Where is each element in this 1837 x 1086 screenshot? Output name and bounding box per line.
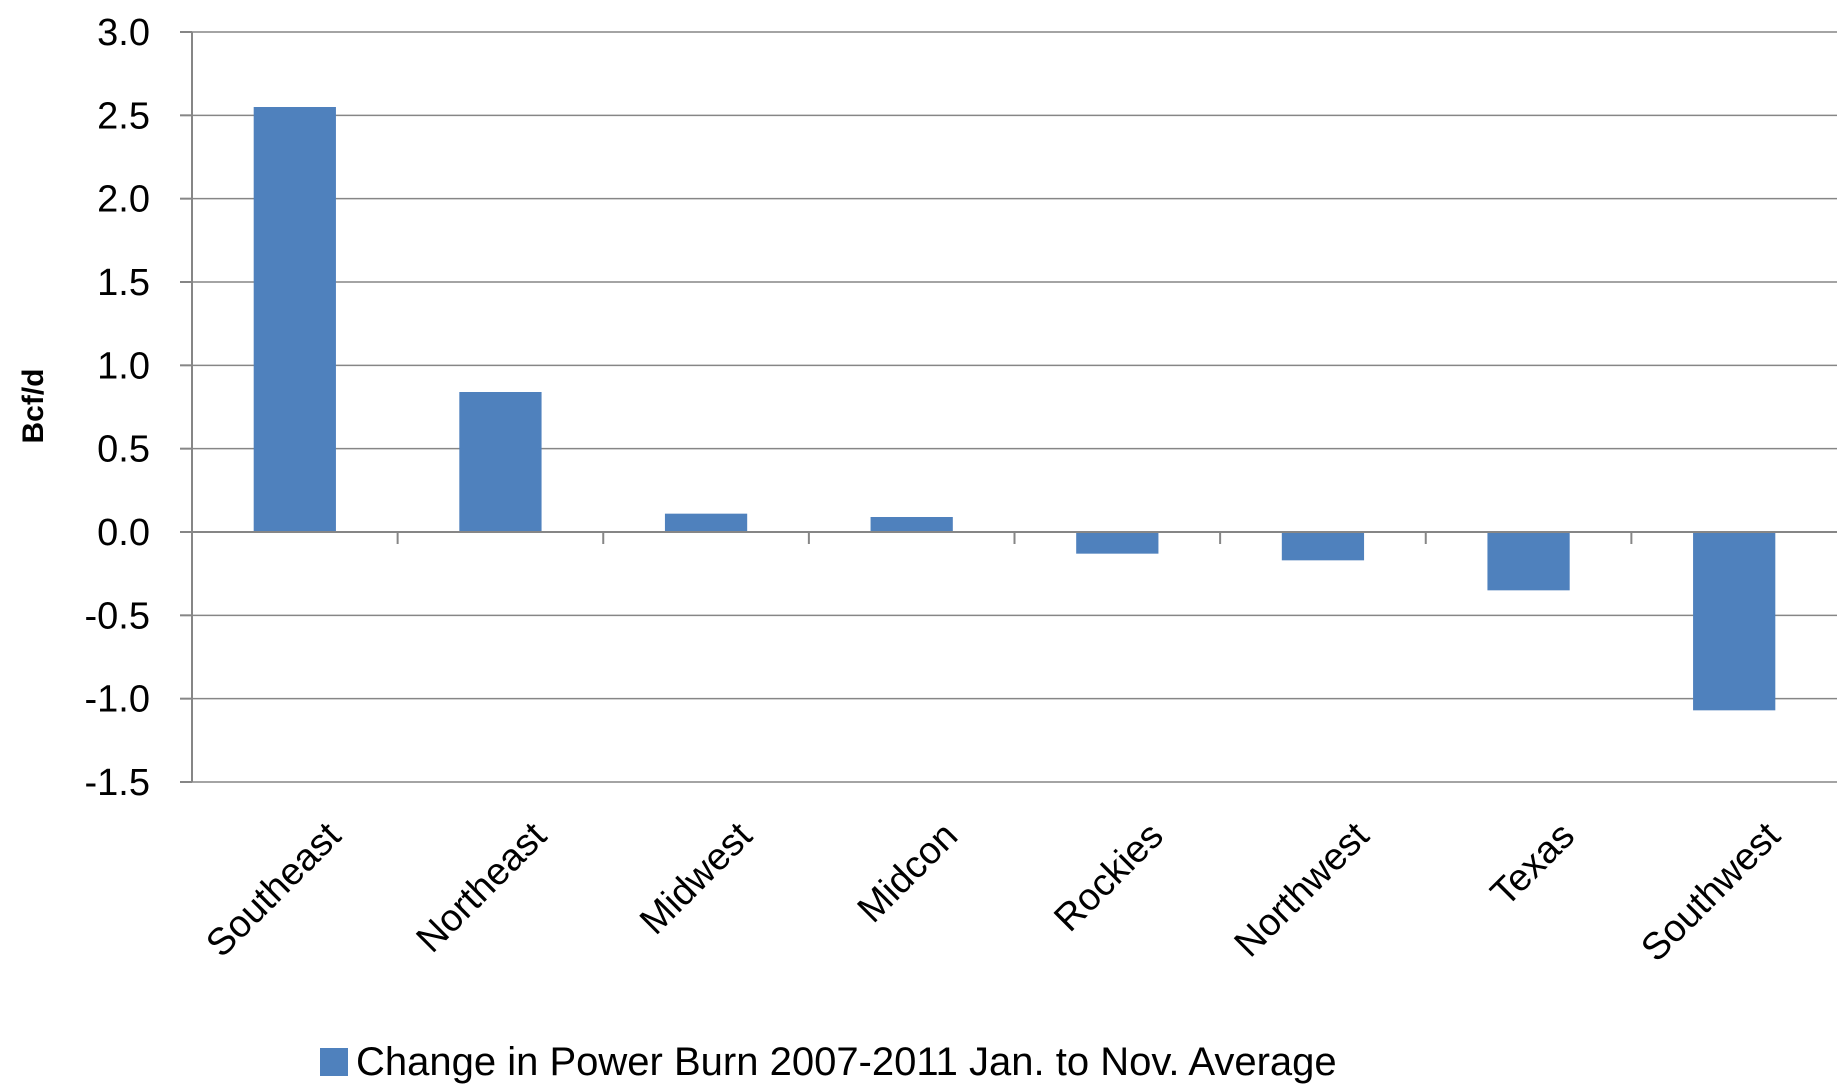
- legend: Change in Power Burn 2007-2011 Jan. to N…: [320, 1040, 1337, 1084]
- y-tick-label: -1.5: [85, 762, 150, 804]
- y-tick-label: 2.0: [97, 179, 150, 221]
- y-axis-title: Bcf/d: [17, 369, 50, 444]
- bar-northwest: [1281, 532, 1365, 561]
- x-category-label: Midwest: [632, 814, 761, 943]
- x-category-label: Southeast: [198, 814, 349, 965]
- y-tick-label: 1.0: [97, 345, 150, 387]
- bar-texas: [1487, 532, 1570, 591]
- y-tick-label: 1.5: [97, 262, 150, 304]
- legend-swatch: [320, 1048, 348, 1076]
- y-tick-labels: 3.0 2.5 2.0 1.5 1.0 0.5 0.0 -0.5 -1.0 -1.5: [85, 12, 150, 804]
- x-category-labels: Southeast Northeast Midwest Midcon Rockies No…: [198, 814, 1788, 969]
- axes: [191, 32, 1837, 782]
- legend-label: Change in Power Burn 2007-2011 Jan. to N…: [356, 1040, 1337, 1084]
- y-tick-label: 2.5: [97, 95, 150, 137]
- x-category-label: Midcon: [850, 815, 966, 931]
- bar-midwest: [664, 513, 748, 532]
- bar-rockies: [1076, 532, 1159, 554]
- y-tick-label: 3.0: [97, 12, 150, 54]
- bar-southwest: [1693, 532, 1776, 711]
- x-category-label: Northeast: [409, 814, 556, 961]
- x-category-label: Northwest: [1227, 814, 1378, 965]
- y-tick-label: -1.0: [85, 679, 150, 721]
- y-tick-label: -0.5: [85, 595, 150, 637]
- y-tick-label: 0.0: [97, 512, 150, 554]
- gridlines: [180, 31, 1837, 783]
- x-category-label: Southwest: [1633, 814, 1788, 969]
- bar-northeast: [459, 392, 542, 532]
- bars: [253, 107, 1776, 711]
- x-category-label: Rockies: [1046, 815, 1171, 940]
- bar-southeast: [253, 107, 336, 532]
- y-tick-label: 0.5: [97, 429, 150, 471]
- bar-midcon: [870, 517, 953, 532]
- x-category-label: Texas: [1483, 815, 1583, 915]
